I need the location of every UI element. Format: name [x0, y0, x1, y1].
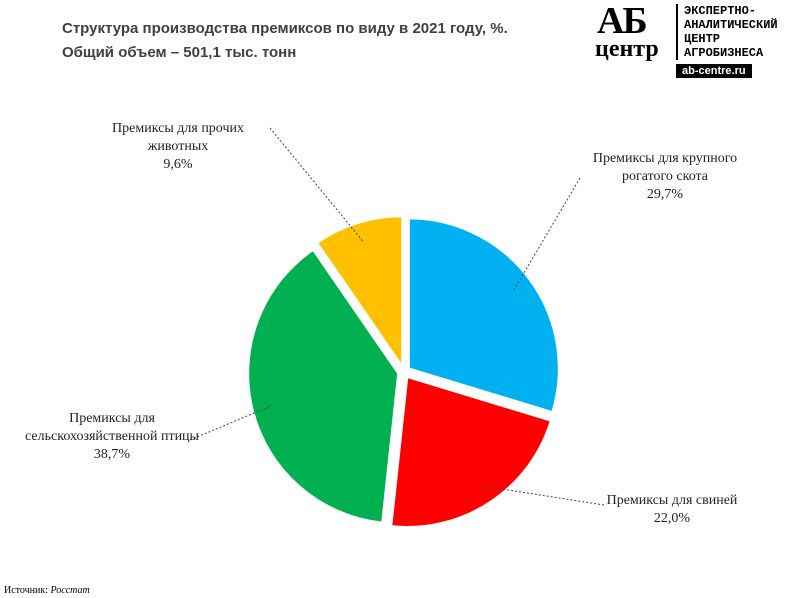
- leader-line: [269, 127, 364, 243]
- pie-slice: [247, 248, 400, 524]
- slice-label: Премиксы для крупного рогатого скота 29,7…: [575, 150, 755, 204]
- slice-label: Премиксы для прочих животных 9,6%: [88, 120, 268, 174]
- category-label: Премиксы для свиней: [606, 493, 738, 508]
- value-label: 22,0%: [653, 511, 691, 526]
- pie-slice: [315, 215, 404, 370]
- logo-line: ЦЕНТР: [684, 32, 721, 46]
- leader-line: [478, 484, 605, 506]
- category-label: Премиксы для крупного рогатого скота: [592, 151, 738, 184]
- leader-line: [189, 404, 273, 441]
- logo-mark: АБ: [597, 0, 648, 42]
- slice-label: Премиксы для свиней 22,0%: [582, 492, 762, 528]
- source-value: Росстат: [50, 585, 90, 596]
- chart-title: Структура производства премиксов по виду…: [62, 20, 508, 37]
- source: Источник: Росстат: [4, 585, 90, 596]
- value-label: 38,7%: [93, 447, 131, 462]
- logo-mark: центр: [595, 36, 659, 62]
- category-label: Премиксы для прочих животных: [112, 121, 244, 154]
- value-label: 9,6%: [163, 157, 193, 172]
- logo-text: ЭКСПЕРТНО- АНАЛИТИЧЕСКИЙ ЦЕНТР АГРОБИЗНЕ…: [676, 4, 778, 60]
- source-label: Источник:: [4, 585, 49, 596]
- slice-label: Премиксы для сельскохозяйственной птицы 3…: [22, 410, 202, 464]
- category-label: Премиксы для сельскохозяйственной птицы: [25, 411, 199, 444]
- pie-slice: [390, 375, 553, 528]
- logo-line: ЭКСПЕРТНО-: [684, 4, 757, 18]
- value-label: 29,7%: [646, 187, 684, 202]
- leader-line: [512, 177, 581, 292]
- logo-line: АГРОБИЗНЕСА: [684, 46, 764, 60]
- logo-line: АНАЛИТИЧЕСКИЙ: [684, 18, 778, 32]
- chart-subtitle: Общий объем – 501,1 тыс. тонн: [62, 44, 297, 61]
- pie-slice: [407, 217, 560, 414]
- logo-url: ab-centre.ru: [676, 64, 752, 78]
